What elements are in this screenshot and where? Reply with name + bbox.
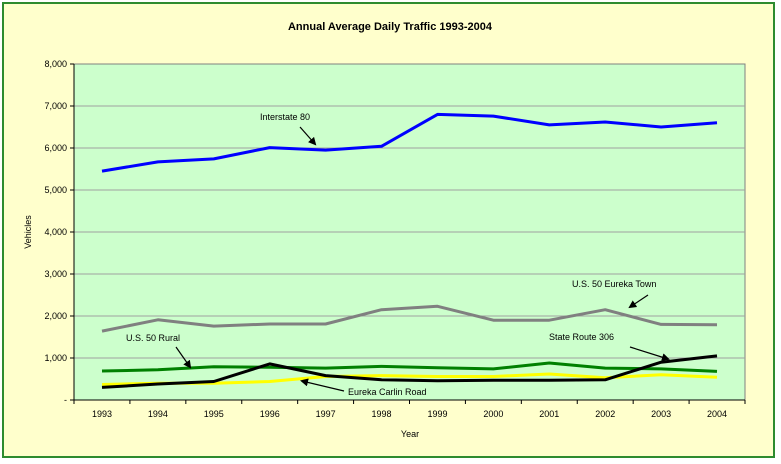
x-tick-label: 2003 [651, 409, 671, 419]
x-axis-ticks: 1993 1994 1995 1996 1997 1998 1999 2000 2001 2002… [73, 399, 746, 419]
annotation-label: Eureka Carlin Road [348, 387, 427, 397]
annotation-arrow [300, 378, 345, 392]
y-tick-label: - [64, 395, 67, 405]
x-tick-label: 1999 [427, 409, 447, 419]
y-tick-label: 3,000 [44, 269, 67, 279]
annotation-label: U.S. 50 Rural [126, 333, 180, 343]
x-tick-label: 2004 [707, 409, 727, 419]
chart-title: Annual Average Daily Traffic 1993-2004 [288, 21, 493, 33]
x-tick-label: 1998 [372, 409, 392, 419]
x-tick-label: 1995 [204, 409, 224, 419]
y-tick-label: 8,000 [44, 59, 67, 69]
x-tick-label: 2001 [539, 409, 559, 419]
series-line-u-s-50-rural [101, 361, 718, 373]
y-tick-label: 1,000 [44, 353, 67, 363]
series-lines [101, 112, 718, 389]
series-line-u-s-50-eureka-town [101, 304, 718, 333]
annotation-arrow [299, 126, 317, 146]
x-tick-label: 2000 [483, 409, 503, 419]
annotation-label: Interstate 80 [260, 112, 310, 122]
annotation-arrow [175, 346, 192, 369]
x-tick-label: 2002 [595, 409, 615, 419]
y-tick-label: 5,000 [44, 185, 67, 195]
y-tick-label: 2,000 [44, 311, 67, 321]
annotation-label: U.S. 50 Eureka Town [572, 279, 656, 289]
y-tick-label: 7,000 [44, 101, 67, 111]
y-tick-label: 6,000 [44, 143, 67, 153]
annotations: Interstate 80 U.S. 50 Eureka Town U.S. 50 … [126, 112, 670, 397]
annotation-label: State Route 306 [549, 332, 614, 342]
x-tick-label: 1993 [92, 409, 112, 419]
x-tick-label: 1997 [316, 409, 336, 419]
y-axis-ticks: - 1,000 2,000 3,000 4,000 5,000 6,000 7,000 8,00… [44, 59, 75, 405]
x-tick-label: 1994 [148, 409, 168, 419]
y-tick-label: 4,000 [44, 227, 67, 237]
annotation-arrow [628, 294, 649, 309]
x-tick-label: 1996 [260, 409, 280, 419]
series-line-interstate-80 [101, 112, 718, 173]
y-axis-title: Vehicles [23, 215, 33, 249]
x-axis-title: Year [401, 429, 419, 439]
gridlines [74, 105, 745, 359]
series-line-state-route-306 [101, 354, 718, 389]
annotation-arrow [629, 346, 670, 362]
